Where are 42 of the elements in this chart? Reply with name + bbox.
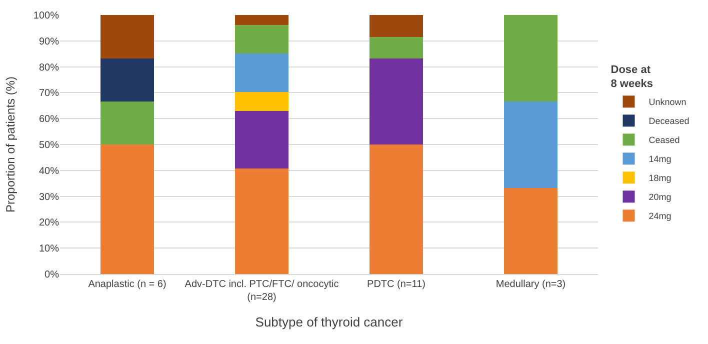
legend-title: Dose at 8 weeks xyxy=(610,64,653,90)
bar xyxy=(504,15,558,102)
y-tick-label: 90% xyxy=(38,36,60,48)
legend-label: 18mg xyxy=(648,173,672,184)
bar xyxy=(369,15,424,37)
x-tick-label: Anaplastic (n = 6) xyxy=(88,279,166,290)
legend-label: Unknown xyxy=(648,97,686,108)
y-tick-label: 70% xyxy=(38,88,60,100)
bar xyxy=(100,58,154,102)
bar xyxy=(234,111,289,169)
y-tick-label: 10% xyxy=(38,244,60,255)
bar xyxy=(504,102,558,188)
bar xyxy=(369,58,424,144)
bar xyxy=(100,144,154,274)
bar xyxy=(369,144,424,274)
bar xyxy=(100,101,154,144)
y-tick-label: 0% xyxy=(44,270,60,280)
y-tick-label: 100% xyxy=(33,10,60,22)
x-tick-label: Medullary (n=3) xyxy=(496,279,566,290)
y-tick-label: 30% xyxy=(38,192,60,203)
legend-label: 20mg xyxy=(648,192,672,202)
legend-label: Ceased xyxy=(648,135,680,146)
bar xyxy=(234,54,289,92)
legend-label: Deceased xyxy=(648,116,690,126)
bar xyxy=(234,92,289,112)
bar xyxy=(504,188,558,274)
bar xyxy=(100,15,154,58)
y-axis-title: Proportion of patients (%) xyxy=(4,76,18,213)
y-tick-label: 50% xyxy=(38,140,60,151)
bar xyxy=(234,168,289,274)
y-tick-label: 20% xyxy=(38,218,60,229)
bar xyxy=(234,24,289,54)
x-tick-label: Adv-DTC incl. PTC/FTC/ oncocytic (n=28) xyxy=(184,279,339,303)
legend-label: 24mg xyxy=(648,211,672,222)
x-axis-title: Subtype of thyroid cancer xyxy=(255,314,404,330)
bar xyxy=(234,15,289,25)
legend-label: 14mg xyxy=(648,154,672,164)
y-tick-label: 80% xyxy=(38,62,60,74)
bar xyxy=(369,36,424,58)
y-tick-label: 40% xyxy=(38,166,60,177)
x-tick-label: PDTC (n=11) xyxy=(367,279,426,290)
y-tick-label: 60% xyxy=(38,114,60,126)
